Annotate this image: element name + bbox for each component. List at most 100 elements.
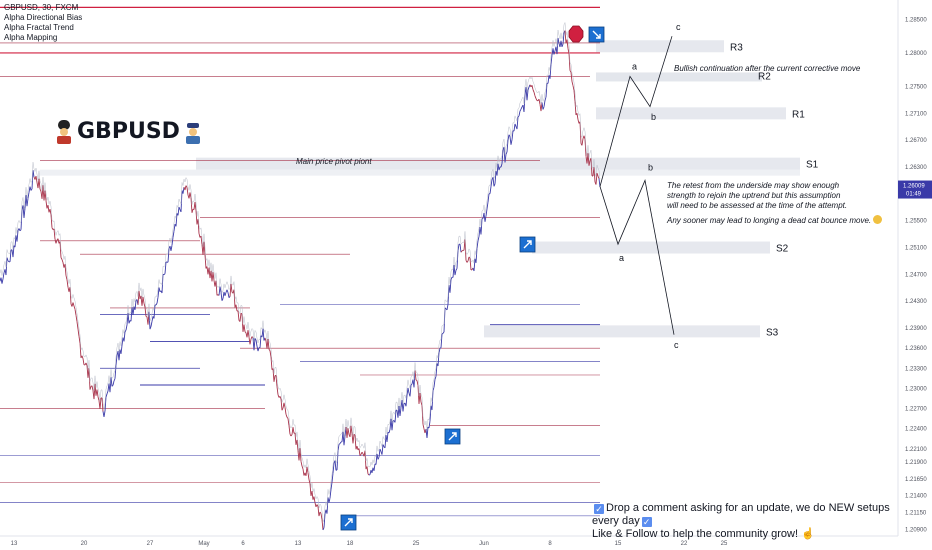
price-tick-label: 1.21650 bbox=[905, 477, 927, 483]
ticker-title: GBPUSD bbox=[77, 119, 180, 144]
arrow-up-right-icon bbox=[448, 432, 457, 441]
price-segment bbox=[79, 343, 82, 358]
price-segment bbox=[35, 175, 38, 183]
price-segment bbox=[431, 390, 434, 410]
price-segment bbox=[257, 347, 260, 352]
price-segment bbox=[273, 375, 276, 382]
price-segment bbox=[466, 260, 469, 263]
price-segment bbox=[511, 130, 514, 140]
price-segment bbox=[75, 315, 78, 322]
price-segment bbox=[378, 448, 381, 458]
price-segment bbox=[343, 436, 346, 446]
price-segment bbox=[115, 355, 118, 366]
price-segment bbox=[432, 387, 435, 391]
time-tick-label: 13 bbox=[295, 541, 302, 547]
check-icon: ✓ bbox=[641, 517, 652, 527]
dead-cat-note: Any sooner may lead to longing a dead ca… bbox=[667, 215, 883, 226]
price-segment bbox=[354, 435, 357, 450]
price-segment bbox=[550, 55, 553, 65]
price-segment bbox=[518, 110, 521, 116]
price-segment bbox=[184, 185, 187, 191]
price-segment bbox=[520, 106, 523, 110]
chart-labels: R3 R1 S1 S2 S3 R2 a b c a b c bbox=[619, 22, 819, 350]
price-segment bbox=[330, 482, 333, 490]
time-tick-label: 20 bbox=[81, 541, 88, 547]
buy-signal-marker[interactable] bbox=[444, 428, 461, 445]
pointer-icon: ☝ bbox=[801, 528, 815, 540]
indicator-2[interactable]: Alpha Fractal Trend bbox=[4, 23, 74, 32]
sell-signal-marker[interactable] bbox=[588, 26, 605, 43]
bearish-projection bbox=[599, 179, 675, 335]
price-segment bbox=[96, 389, 99, 397]
price-tick-label: 1.24300 bbox=[905, 299, 927, 305]
price-segment bbox=[313, 496, 316, 503]
price-segment bbox=[446, 304, 449, 311]
price-segment bbox=[506, 139, 509, 153]
price-segment bbox=[566, 39, 569, 49]
price-segment bbox=[128, 320, 131, 324]
price-segment bbox=[480, 218, 483, 235]
price-segment bbox=[485, 208, 488, 217]
indicator-3[interactable]: Alpha Mapping bbox=[4, 33, 58, 42]
price-segment bbox=[60, 257, 63, 260]
time-axis[interactable]: 13 20 27 May 6 13 18 25 Jun 8 15 22 25 bbox=[0, 535, 898, 547]
price-segment bbox=[328, 498, 331, 503]
time-tick-label: 25 bbox=[413, 541, 420, 547]
price-axis-bg bbox=[898, 0, 932, 550]
price-segment bbox=[487, 193, 490, 203]
price-segment bbox=[127, 313, 130, 324]
indicator-1[interactable]: Alpha Directional Bias bbox=[4, 13, 83, 22]
time-tick-label: 6 bbox=[241, 541, 245, 547]
price-segment bbox=[12, 245, 15, 258]
wave-label-bear: c bbox=[674, 340, 679, 350]
price-tick-label: 1.25100 bbox=[905, 246, 927, 252]
price-segment bbox=[377, 457, 380, 460]
price-segment bbox=[38, 178, 41, 190]
price-segment bbox=[138, 290, 141, 300]
price-segment bbox=[156, 297, 159, 304]
price-segment bbox=[590, 158, 593, 176]
price-segment bbox=[332, 463, 335, 474]
price-segment bbox=[347, 428, 350, 435]
zone-r2 bbox=[596, 72, 762, 82]
price-segment bbox=[170, 245, 173, 251]
price-segment bbox=[409, 385, 412, 397]
price-segment bbox=[475, 248, 478, 263]
buy-signal-marker[interactable] bbox=[519, 236, 536, 253]
price-segment bbox=[91, 385, 94, 391]
price-segment bbox=[224, 292, 227, 296]
price-segment bbox=[597, 175, 600, 179]
price-segment bbox=[421, 405, 424, 425]
price-tick-label: 1.26700 bbox=[905, 138, 927, 144]
price-segment bbox=[227, 292, 230, 298]
price-segment bbox=[6, 257, 9, 261]
price-tick-label: 1.23600 bbox=[905, 346, 927, 352]
price-segment bbox=[556, 37, 559, 55]
price-segment bbox=[111, 384, 114, 387]
price-segment bbox=[318, 511, 321, 517]
symbol-line: GBPUSD, 30, FXCM bbox=[4, 3, 79, 12]
price-segment bbox=[440, 333, 443, 348]
price-segment bbox=[259, 335, 262, 348]
price-segment bbox=[361, 451, 364, 455]
price-segment bbox=[105, 393, 108, 398]
price-segment bbox=[134, 300, 137, 310]
price-segment bbox=[1, 278, 4, 284]
buy-signal-marker[interactable] bbox=[340, 514, 357, 531]
price-tick-label: 1.23000 bbox=[905, 386, 927, 392]
price-axis[interactable]: 1.28500 1.28000 1.27500 1.27100 1.26700 1.263… bbox=[897, 0, 932, 550]
price-segment bbox=[454, 270, 457, 276]
price-segment bbox=[299, 448, 302, 462]
price-segment bbox=[399, 407, 402, 417]
price-segment bbox=[338, 443, 341, 445]
price-tick-label: 1.28500 bbox=[905, 17, 927, 23]
price-segment bbox=[57, 238, 60, 244]
price-segment bbox=[376, 453, 379, 460]
level-zones bbox=[40, 40, 800, 338]
price-segment bbox=[543, 100, 546, 107]
current-price-tag[interactable] bbox=[898, 180, 932, 199]
price-segment bbox=[145, 315, 148, 318]
price-segment bbox=[2, 272, 5, 279]
price-segment bbox=[316, 504, 319, 507]
